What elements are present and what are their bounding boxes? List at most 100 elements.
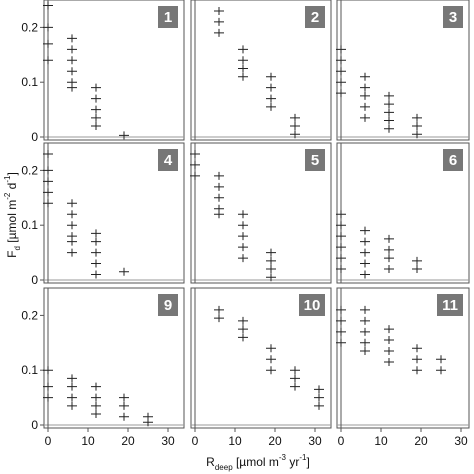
- marker: [290, 122, 300, 131]
- marker: [91, 401, 101, 410]
- marker: [119, 412, 129, 421]
- marker: [290, 382, 300, 391]
- marker: [336, 305, 346, 314]
- marker: [91, 122, 101, 131]
- marker: [360, 83, 370, 92]
- panel-frame: [336, 287, 470, 429]
- marker: [266, 273, 276, 282]
- marker: [360, 259, 370, 268]
- marker: [190, 149, 200, 158]
- label-part: ]: [5, 172, 19, 175]
- marker: [336, 316, 346, 325]
- marker: [266, 102, 276, 111]
- marker: [43, 393, 53, 402]
- marker: [412, 113, 422, 122]
- label-part: -2: [3, 192, 12, 200]
- marker: [67, 237, 77, 246]
- marker: [190, 171, 200, 180]
- marker: [238, 243, 248, 252]
- panel-number: 10: [304, 297, 321, 314]
- panel-frame: [336, 142, 470, 284]
- marker: [43, 166, 53, 175]
- marker: [412, 265, 422, 274]
- marker: [67, 210, 77, 219]
- label-part: yr: [286, 455, 299, 469]
- marker: [412, 355, 422, 364]
- marker: [214, 193, 224, 202]
- marker: [238, 254, 248, 263]
- x-tick-label: 20: [414, 434, 428, 448]
- marker: [67, 34, 77, 43]
- marker: [360, 72, 370, 81]
- y-tick-label: 0: [31, 418, 38, 432]
- marker: [336, 327, 346, 336]
- marker: [384, 91, 394, 100]
- panel-badge: [443, 6, 463, 28]
- label-part: -3: [279, 453, 287, 462]
- marker: [266, 72, 276, 81]
- marker: [67, 56, 77, 65]
- y-tick-label: 0.1: [21, 218, 38, 232]
- marker: [266, 366, 276, 375]
- panel-frame: [190, 142, 332, 284]
- marker: [91, 393, 101, 402]
- x-tick-label: 20: [268, 434, 282, 448]
- marker: [238, 210, 248, 219]
- marker: [336, 89, 346, 98]
- panel-number: 3: [449, 9, 457, 26]
- marker: [67, 382, 77, 391]
- marker: [91, 248, 101, 257]
- marker: [266, 83, 276, 92]
- marker: [214, 210, 224, 219]
- marker: [67, 199, 77, 208]
- marker: [119, 393, 129, 402]
- x-tick-label: 0: [338, 434, 345, 448]
- marker: [412, 366, 422, 375]
- panel-badge: [158, 6, 178, 28]
- marker: [314, 401, 324, 410]
- marker: [119, 131, 129, 140]
- marker: [67, 393, 77, 402]
- marker: [238, 325, 248, 334]
- marker: [119, 401, 129, 410]
- marker: [214, 305, 224, 314]
- panel-frame: [43, 287, 185, 429]
- panel-badge: [443, 149, 463, 171]
- marker: [238, 221, 248, 230]
- marker: [384, 325, 394, 334]
- panel-badge: [305, 149, 325, 171]
- marker: [266, 355, 276, 364]
- marker: [43, 149, 53, 158]
- x-tick-label: 30: [308, 434, 322, 448]
- marker: [384, 357, 394, 366]
- marker: [360, 226, 370, 235]
- x-axis-label: Rdeep [µmol m-3 yr-1]: [206, 453, 310, 472]
- marker: [266, 265, 276, 274]
- y-tick-label: 0.1: [21, 363, 38, 377]
- marker: [43, 177, 53, 186]
- marker: [290, 113, 300, 122]
- x-tick-label: 10: [374, 434, 388, 448]
- y-tick-label: 0: [31, 273, 38, 287]
- marker: [384, 254, 394, 263]
- marker: [67, 221, 77, 230]
- marker: [67, 374, 77, 383]
- marker: [384, 336, 394, 345]
- label-part: -1: [299, 453, 307, 462]
- marker: [91, 410, 101, 419]
- marker: [384, 116, 394, 125]
- marker: [314, 393, 324, 402]
- marker: [238, 316, 248, 325]
- marker: [43, 39, 53, 48]
- panel-badge: [437, 294, 463, 316]
- marker: [360, 102, 370, 111]
- marker: [43, 366, 53, 375]
- marker: [91, 83, 101, 92]
- panel-number: 2: [311, 9, 319, 26]
- panel-frame: [336, 0, 470, 141]
- marker: [214, 28, 224, 37]
- marker: [384, 108, 394, 117]
- marker: [91, 259, 101, 268]
- marker: [384, 265, 394, 274]
- panel-badge: [158, 149, 178, 171]
